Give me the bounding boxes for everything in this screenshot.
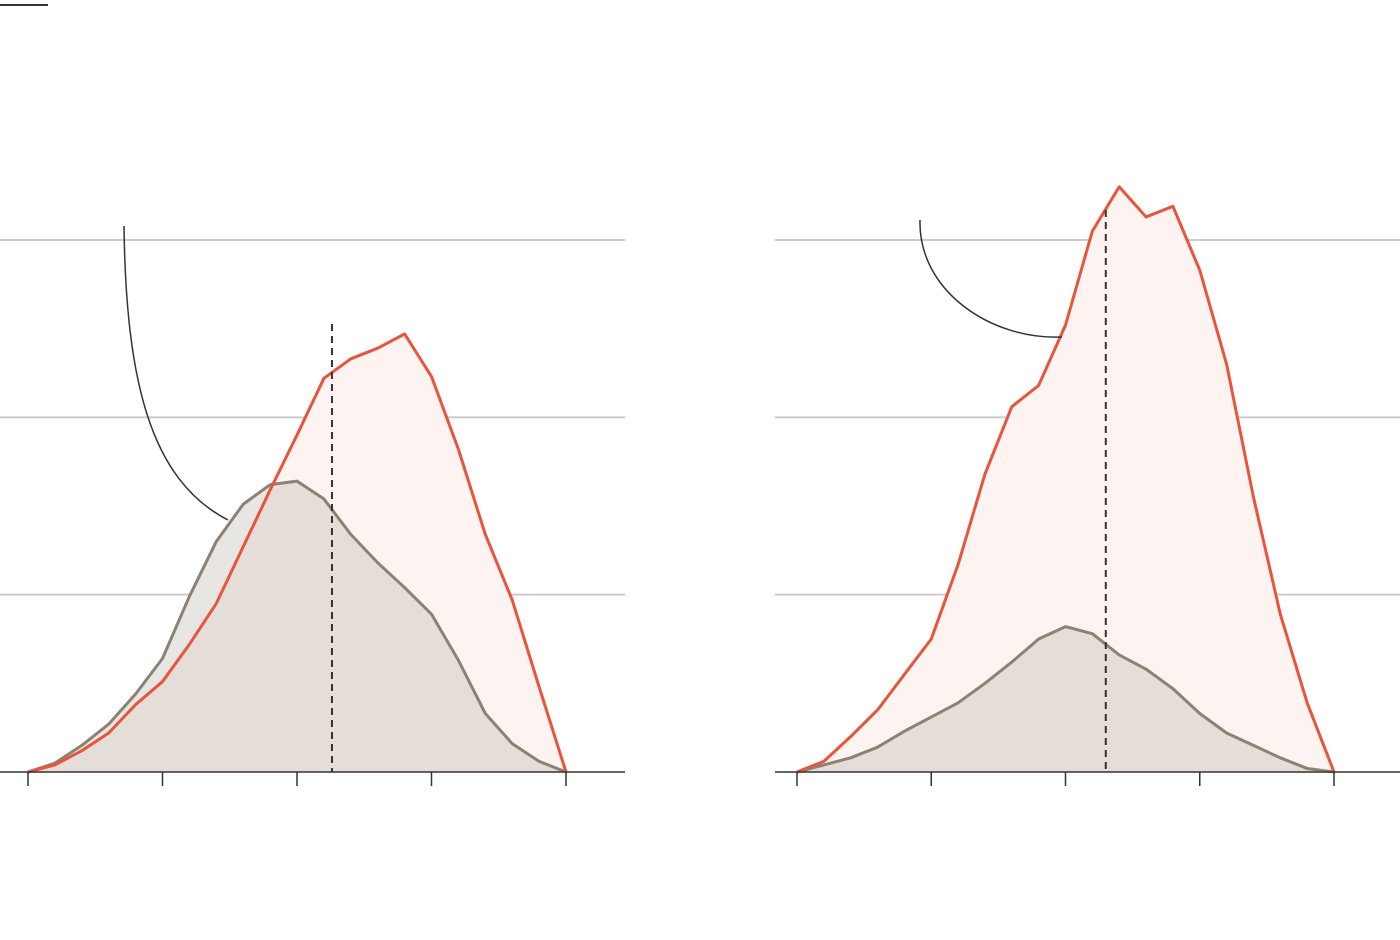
brand-rule xyxy=(0,4,48,6)
chart-panel-1 xyxy=(0,225,625,786)
neutral-series-line xyxy=(796,625,1335,774)
chart-panel-2 xyxy=(775,185,1400,786)
accent-area xyxy=(797,186,1334,773)
overlap-area xyxy=(797,626,1334,772)
annotation-connector xyxy=(919,219,1063,338)
annotation-connector xyxy=(123,225,229,521)
overlap-area xyxy=(28,481,566,772)
neutral-series-line xyxy=(27,479,567,774)
accent-series-line xyxy=(27,332,568,774)
accent-series-line xyxy=(796,185,1336,774)
